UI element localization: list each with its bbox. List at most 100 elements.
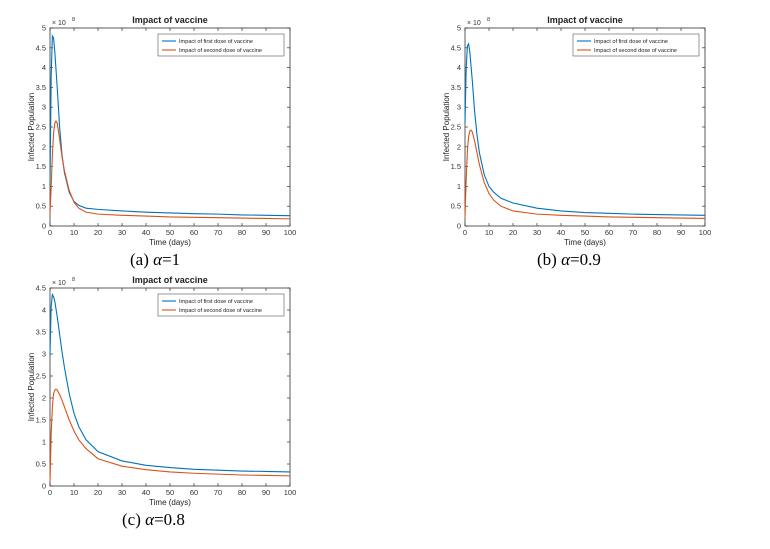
chart-0-x-tick-label-0: 0 xyxy=(48,228,52,237)
chart-2-legend-box xyxy=(157,293,285,317)
caption-a-symbol: α xyxy=(153,250,163,269)
chart-0-y-tick-label-0: 0 xyxy=(42,222,46,231)
chart-2-axes-box xyxy=(49,287,291,487)
chart-1-x-tick-label-1: 10 xyxy=(485,228,493,237)
chart-0-y-tick-label-5: 2.5 xyxy=(36,123,46,132)
chart-0-exponent-label: × 10 xyxy=(52,20,66,27)
chart-panel-c: Impact of vaccine × 10 8 0 10 20 30 40 50 60 70 80 9… xyxy=(0,270,300,515)
chart-0-x-tick-label-3: 30 xyxy=(118,228,126,237)
chart-0-legend-box xyxy=(157,33,285,57)
chart-0-x-tick-label-6: 60 xyxy=(190,228,198,237)
chart-2-y-tick-label-8: 4 xyxy=(42,306,46,315)
caption-b: (b) α=0.9 xyxy=(537,250,601,270)
chart-1-x-tick-label-2: 20 xyxy=(509,228,517,237)
chart-a: Impact of vaccine× 10 80 10 20 30 40 50 60 70 80 9… xyxy=(27,15,297,247)
chart-1-x-tick-label-3: 30 xyxy=(533,228,541,237)
chart-0-y-tick-label-7: 3.5 xyxy=(36,83,46,92)
chart-2-y-tick-label-9: 4.5 xyxy=(36,284,46,293)
chart-1-y-tick-label-3: 1.5 xyxy=(451,162,461,171)
chart-2-y-tick-label-5: 2.5 xyxy=(36,372,46,381)
chart-1-x-tick-label-7: 70 xyxy=(629,228,637,237)
chart-2-legend-label-0: Impact of first dose of vaccine xyxy=(179,299,253,305)
chart-1-x-tick-label-0: 0 xyxy=(463,228,467,237)
chart-1-y-tick-label-1: 0.5 xyxy=(451,202,461,211)
caption-c-label: (c) xyxy=(122,510,141,529)
chart-1-y-tick-label-0: 0 xyxy=(457,222,461,231)
chart-1-y-tick-label-5: 2.5 xyxy=(451,123,461,132)
chart-0-y-tick-label-3: 1.5 xyxy=(36,162,46,171)
chart-0-x-tick-label-4: 40 xyxy=(142,228,150,237)
chart-1-legend-label-0: Impact of first dose of vaccine xyxy=(594,39,668,45)
chart-1-x-axis-label: Time (days) xyxy=(564,238,606,247)
chart-2-y-tick-label-6: 3 xyxy=(42,350,46,359)
chart-2-y-tick-label-4: 2 xyxy=(42,394,46,403)
chart-1-x-tick-label-9: 90 xyxy=(677,228,685,237)
caption-b-symbol: α xyxy=(561,250,571,269)
chart-2-y-axis-label: Infected Population xyxy=(27,353,36,422)
chart-panel-b: Impact of vaccine × 10 8 0 10 20 30 40 50 60 70 80 9… xyxy=(415,10,715,255)
chart-1-title: Impact of vaccine xyxy=(547,15,623,25)
caption-c: (c) α=0.8 xyxy=(122,510,185,530)
chart-2-x-tick-label-1: 10 xyxy=(70,488,78,497)
chart-1-y-tick-label-8: 4 xyxy=(457,63,461,72)
chart-0-legend-label-0: Impact of first dose of vaccine xyxy=(179,39,253,45)
chart-2-exponent-power: 8 xyxy=(72,277,75,283)
chart-2-x-tick-label-10: 100 xyxy=(284,488,297,497)
chart-0-x-tick-label-9: 90 xyxy=(262,228,270,237)
chart-0-y-tick-label-10: 5 xyxy=(42,24,46,33)
chart-0-y-tick-label-6: 3 xyxy=(42,103,46,112)
chart-1-y-tick-label-4: 2 xyxy=(457,142,461,151)
chart-1-legend-label-1: Impact of second dose of vaccine xyxy=(594,48,677,54)
chart-0-x-tick-label-1: 10 xyxy=(70,228,78,237)
chart-1-y-tick-label-10: 5 xyxy=(457,24,461,33)
chart-1-exponent-power: 8 xyxy=(487,17,490,23)
caption-c-value: =0.8 xyxy=(154,510,185,529)
chart-2-y-tick-label-3: 1.5 xyxy=(36,416,46,425)
chart-0-axes-box xyxy=(49,27,291,227)
chart-2-x-tick-label-6: 60 xyxy=(190,488,198,497)
chart-1-x-tick-label-10: 100 xyxy=(699,228,712,237)
chart-0-legend-label-1: Impact of second dose of vaccine xyxy=(179,48,262,54)
caption-b-label: (b) xyxy=(537,250,557,269)
chart-2-x-tick-label-8: 80 xyxy=(238,488,246,497)
chart-1-y-tick-label-2: 1 xyxy=(457,182,461,191)
chart-1-y-axis-label: Infected Population xyxy=(442,93,451,162)
chart-2-y-tick-label-0: 0 xyxy=(42,482,46,491)
chart-1-series-line-0 xyxy=(464,42,706,216)
chart-0-y-tick-label-9: 4.5 xyxy=(36,43,46,52)
chart-0-y-tick-label-2: 1 xyxy=(42,182,46,191)
chart-1-x-tick-label-8: 80 xyxy=(653,228,661,237)
chart-0-x-axis-label: Time (days) xyxy=(149,238,191,247)
chart-1-legend-box xyxy=(572,33,700,57)
caption-a: (a) α=1 xyxy=(130,250,180,270)
chart-1-y-tick-label-6: 3 xyxy=(457,103,461,112)
caption-a-value: =1 xyxy=(162,250,181,269)
chart-1-y-tick-label-9: 4.5 xyxy=(451,43,461,52)
chart-2-exponent-label: × 10 xyxy=(52,280,66,287)
chart-2-legend-label-1: Impact of second dose of vaccine xyxy=(179,308,262,314)
chart-2-y-tick-label-7: 3.5 xyxy=(36,328,46,337)
chart-0-title: Impact of vaccine xyxy=(132,15,208,25)
chart-0-x-tick-label-10: 100 xyxy=(284,228,297,237)
chart-0-y-axis-label: Infected Population xyxy=(27,93,36,162)
caption-c-symbol: α xyxy=(145,510,155,529)
chart-panel-a: Impact of vaccine × 10 8 0 10 20 30 40 50 60 70 80 9… xyxy=(0,10,300,255)
chart-1-axes-box xyxy=(464,27,706,227)
chart-1-y-tick-label-7: 3.5 xyxy=(451,83,461,92)
chart-2-x-tick-label-7: 70 xyxy=(214,488,222,497)
chart-0-series-line-0 xyxy=(49,34,291,217)
chart-0-y-tick-label-4: 2 xyxy=(42,142,46,151)
chart-2-x-tick-label-4: 40 xyxy=(142,488,150,497)
chart-1-series-line-1 xyxy=(464,129,706,220)
chart-0-series-line-1 xyxy=(49,119,291,220)
chart-1-x-tick-label-4: 40 xyxy=(557,228,565,237)
chart-2-title: Impact of vaccine xyxy=(132,275,208,285)
chart-0-x-tick-label-5: 50 xyxy=(166,228,174,237)
chart-0-y-tick-label-1: 0.5 xyxy=(36,202,46,211)
caption-a-label: (a) xyxy=(130,250,149,269)
chart-2-x-tick-label-5: 50 xyxy=(166,488,174,497)
chart-0-x-tick-label-7: 70 xyxy=(214,228,222,237)
chart-2-x-tick-label-3: 30 xyxy=(118,488,126,497)
chart-1-x-tick-label-5: 50 xyxy=(581,228,589,237)
chart-0-exponent-power: 8 xyxy=(72,17,75,23)
